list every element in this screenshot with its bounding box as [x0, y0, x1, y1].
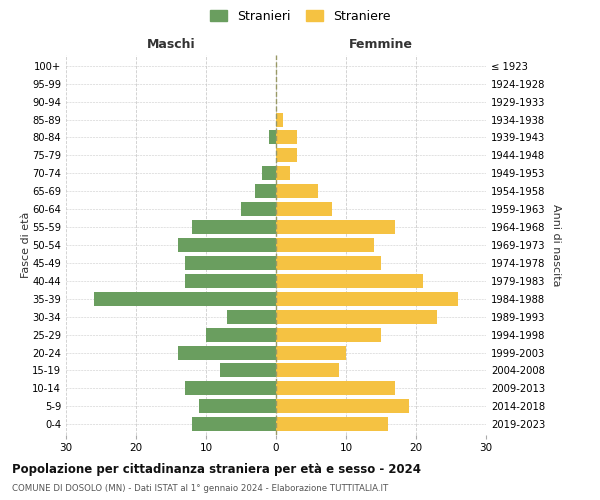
Bar [276, 112, 283, 126]
Bar [276, 238, 374, 252]
Bar [199, 400, 276, 413]
Bar [206, 328, 276, 342]
Bar [255, 184, 276, 198]
Y-axis label: Anni di nascita: Anni di nascita [551, 204, 562, 286]
Bar [192, 418, 276, 431]
Bar [276, 364, 339, 378]
Bar [276, 130, 297, 144]
Text: Femmine: Femmine [349, 38, 413, 52]
Bar [241, 202, 276, 216]
Y-axis label: Fasce di età: Fasce di età [22, 212, 31, 278]
Bar [276, 292, 458, 306]
Legend: Stranieri, Straniere: Stranieri, Straniere [206, 6, 394, 26]
Bar [227, 310, 276, 324]
Bar [262, 166, 276, 180]
Bar [276, 220, 395, 234]
Bar [269, 130, 276, 144]
Bar [276, 310, 437, 324]
Bar [276, 148, 297, 162]
Bar [192, 220, 276, 234]
Bar [276, 202, 332, 216]
Bar [276, 400, 409, 413]
Bar [185, 274, 276, 288]
Bar [276, 166, 290, 180]
Bar [276, 256, 381, 270]
Bar [276, 418, 388, 431]
Bar [276, 382, 395, 396]
Bar [276, 328, 381, 342]
Bar [94, 292, 276, 306]
Bar [220, 364, 276, 378]
Bar [178, 238, 276, 252]
Bar [185, 256, 276, 270]
Bar [185, 382, 276, 396]
Text: COMUNE DI DOSOLO (MN) - Dati ISTAT al 1° gennaio 2024 - Elaborazione TUTTITALIA.: COMUNE DI DOSOLO (MN) - Dati ISTAT al 1°… [12, 484, 388, 493]
Text: Popolazione per cittadinanza straniera per età e sesso - 2024: Popolazione per cittadinanza straniera p… [12, 462, 421, 475]
Bar [276, 274, 423, 288]
Text: Maschi: Maschi [146, 38, 196, 52]
Bar [276, 184, 318, 198]
Bar [178, 346, 276, 360]
Bar [276, 346, 346, 360]
